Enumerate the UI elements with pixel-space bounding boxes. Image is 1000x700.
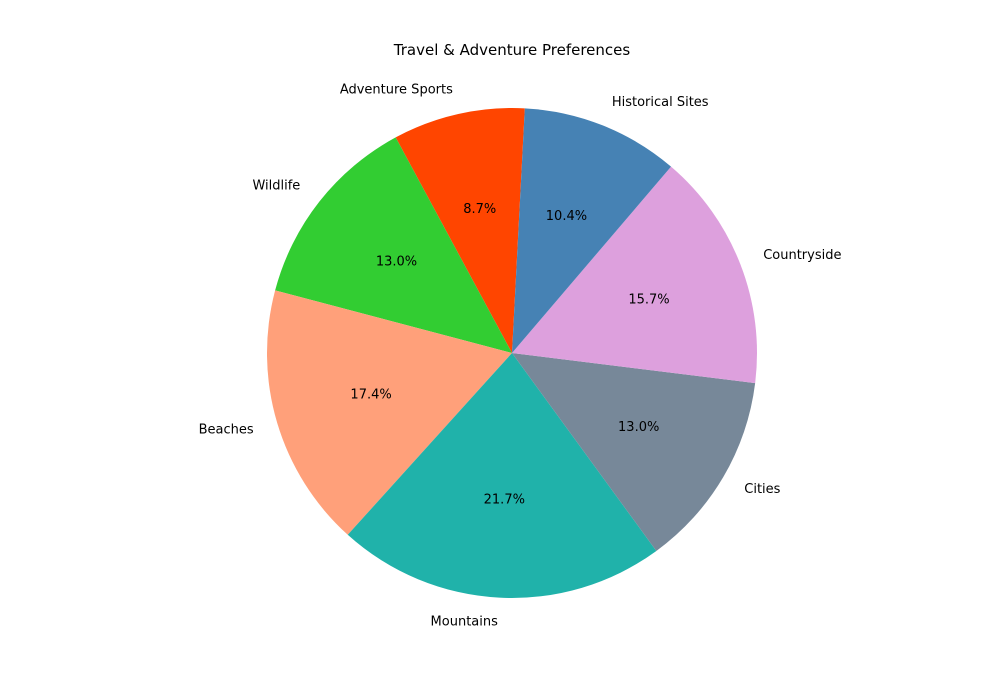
pie-labels: Adventure Sports 8.7% Wildlife 13.0% Beaches… <box>199 83 842 630</box>
slice-label-mountains: Mountains <box>431 615 499 630</box>
pie-slice-cities <box>512 353 756 551</box>
slice-label-historical-sites: Historical Sites <box>612 95 709 110</box>
slice-percent-wildlife: 13.0% <box>376 255 417 270</box>
pie-slices <box>267 107 757 598</box>
slice-percent-beaches: 17.4% <box>350 387 391 402</box>
pie-slice-countryside <box>512 166 757 384</box>
slice-label-beaches: Beaches <box>199 422 254 437</box>
slice-percent-historical-sites: 10.4% <box>546 209 587 224</box>
pie-slice-wildlife <box>275 137 512 353</box>
slice-percent-mountains: 21.7% <box>484 492 525 507</box>
chart-title: Travel & Adventure Preferences <box>393 41 631 59</box>
slice-label-countryside: Countryside <box>763 248 841 263</box>
pie-slice-beaches <box>267 290 512 535</box>
slice-percent-countryside: 15.7% <box>628 292 669 307</box>
pie-slice-adventure-sports <box>395 107 525 353</box>
slice-label-adventure-sports: Adventure Sports <box>340 83 453 98</box>
pie-slice-mountains <box>347 353 657 598</box>
slice-percent-cities: 13.0% <box>618 420 659 435</box>
slice-label-wildlife: Wildlife <box>252 179 300 194</box>
slice-label-cities: Cities <box>744 482 780 497</box>
pie-slice-historical-sites <box>512 108 672 354</box>
slice-percent-adventure-sports: 8.7% <box>463 202 496 217</box>
